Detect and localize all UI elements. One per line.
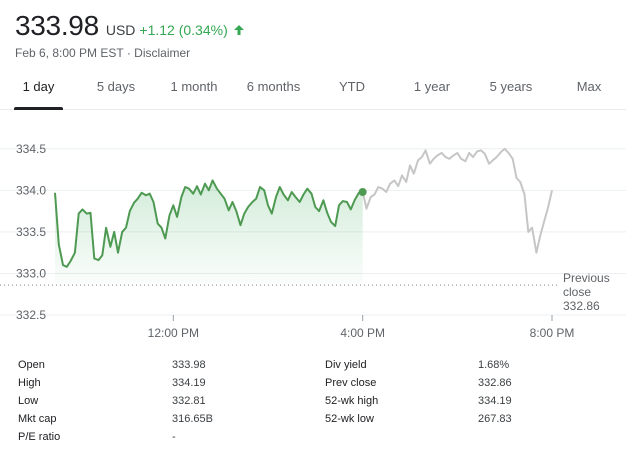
stat-value: 267.83 xyxy=(478,413,512,425)
stat-label: 52-wk low xyxy=(325,413,374,425)
stat-label: High xyxy=(18,377,41,389)
stat-row: Open 333.98 xyxy=(0,357,626,375)
tab-max[interactable]: Max xyxy=(576,79,602,94)
quote-header: 333.98 USD +1.12 (0.34%) Feb 6, 8:00 PM … xyxy=(15,10,245,60)
stat-value: 334.19 xyxy=(172,377,206,389)
y-tick-label: 334.5 xyxy=(16,142,46,156)
tab-ytd[interactable]: YTD xyxy=(339,79,365,94)
tab-5-years[interactable]: 5 years xyxy=(489,79,533,94)
y-tick-label: 333.0 xyxy=(16,266,46,280)
tab-1-month[interactable]: 1 month xyxy=(170,79,218,94)
x-tick-label: 12:00 PM xyxy=(148,326,199,340)
current-price: 333.98 xyxy=(15,10,99,41)
regular-session-line xyxy=(54,179,363,268)
currency-label: USD xyxy=(105,22,136,38)
series-lines xyxy=(54,147,553,268)
stat-label: Low xyxy=(18,395,39,407)
x-axis-ticks: 12:00 PM 4:00 PM 8:00 PM xyxy=(148,315,575,340)
stat-row: Div yield 1.68% xyxy=(0,357,626,375)
regular-session-area xyxy=(55,180,363,286)
arrow-up-icon xyxy=(233,23,245,35)
tab-5-days[interactable]: 5 days xyxy=(96,79,136,94)
stat-label: P/E ratio xyxy=(18,431,61,443)
previous-close-label: close xyxy=(563,285,591,299)
stat-row: Low 332.81 xyxy=(0,393,626,411)
stat-label: Open xyxy=(18,359,45,371)
y-tick-label: 332.5 xyxy=(16,308,46,322)
stat-value: 332.86 xyxy=(478,377,512,389)
stat-row: Prev close 332.86 xyxy=(0,375,626,393)
stat-label: Mkt cap xyxy=(18,413,57,425)
price-row: 333.98 USD +1.12 (0.34%) xyxy=(15,10,245,42)
separator: · xyxy=(123,46,135,60)
stat-value: 1.68% xyxy=(478,359,510,371)
x-tick-label: 8:00 PM xyxy=(530,326,575,340)
stat-label: Prev close xyxy=(325,377,377,389)
stat-row: P/E ratio - xyxy=(0,429,626,447)
y-tick-label: 333.5 xyxy=(16,225,46,239)
stat-value: - xyxy=(172,431,176,443)
stat-value: 334.19 xyxy=(478,395,512,407)
stat-row: 52-wk low 267.83 xyxy=(0,411,626,429)
quote-timestamp: Feb 6, 8:00 PM EST xyxy=(15,46,124,60)
stat-value: 316.65B xyxy=(172,413,213,425)
tab-6-months[interactable]: 6 months xyxy=(246,79,301,94)
stat-row: High 334.19 xyxy=(0,375,626,393)
price-chart[interactable]: 334.5 334.0 333.5 333.0 332.5 12:00 PM 4:00 P… xyxy=(0,110,626,345)
stat-row: Mkt cap 316.65B xyxy=(0,411,626,429)
after-hours-line xyxy=(361,147,553,254)
stat-label: Div yield xyxy=(325,359,367,371)
y-tick-label: 334.0 xyxy=(16,183,46,197)
stat-value: 333.98 xyxy=(172,359,206,371)
tab-1-year[interactable]: 1 year xyxy=(413,79,451,94)
stat-value: 332.81 xyxy=(172,395,206,407)
disclaimer-link[interactable]: Disclaimer xyxy=(134,46,191,60)
tab-1-day[interactable]: 1 day xyxy=(14,68,63,110)
y-axis-ticks: 334.5 334.0 333.5 333.0 332.5 xyxy=(16,142,46,322)
range-tabs: 1 day 5 days 1 month 6 months YTD 1 year… xyxy=(0,68,626,110)
previous-close-value: 332.86 xyxy=(563,299,600,313)
previous-close-label: Previous xyxy=(563,271,610,285)
area-fill xyxy=(55,180,363,286)
stat-label: 52-wk high xyxy=(325,395,379,407)
x-tick-label: 4:00 PM xyxy=(340,326,385,340)
quote-subline: Feb 6, 8:00 PM EST · Disclaimer xyxy=(15,46,245,60)
stat-row: 52-wk high 334.19 xyxy=(0,393,626,411)
price-change: +1.12 (0.34%) xyxy=(139,22,228,38)
close-point-marker xyxy=(358,187,367,196)
